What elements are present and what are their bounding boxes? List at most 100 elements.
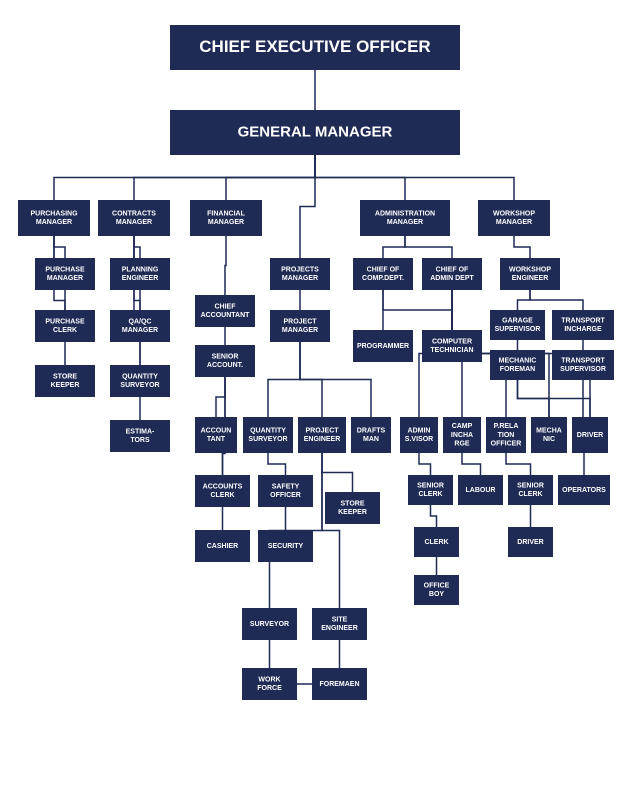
org-node-label: DRIVER [517,539,543,546]
org-node-adm_sv: ADMINS.VISOR [400,417,438,453]
org-node-label: S.VISOR [405,436,433,443]
org-node-label: CHIEF OF [436,266,469,273]
org-node-label: MANAGER [282,275,318,282]
org-node-label: PLANNING [122,266,159,273]
org-node-label: ACCOUN [201,427,232,434]
org-node-label: OFFICE [424,582,450,589]
org-node-trans_sv: TRANSPORTSUPERVISOR [552,350,614,380]
org-node-work_mgr: WORKSHOPMANAGER [478,200,550,236]
org-node-label: ENGINEER [304,436,341,443]
org-node-label: PURCHASE [45,266,85,273]
org-node-driver2: DRIVER [508,527,553,557]
org-node-label: PURCHASE [45,318,85,325]
org-node-prog: PROGRAMMER [353,330,413,362]
connector [223,377,226,530]
org-node-qaqc: QA/QCMANAGER [110,310,170,342]
org-node-label: KEEPER [338,509,367,516]
org-node-label: WORKSHOP [493,210,535,217]
connector [383,236,405,258]
org-node-label: OPERATORS [562,487,606,494]
org-node-label: FORCE [257,685,282,692]
org-node-label: CAMP [452,423,473,430]
org-node-store_kp: STORE KEEPER [35,365,95,397]
org-node-label: FINANCIAL [207,210,245,217]
org-node-label: CASHIER [207,543,239,550]
org-node-workforce: WORK FORCE [242,668,297,700]
org-node-comp_tech: COMPUTERTECHNICIAN [422,330,482,362]
connector [506,453,531,475]
org-node-label: FOREMAEN [319,681,359,688]
org-node-label: FOREMAN [500,366,535,373]
connector [226,155,315,200]
org-node-label: ADMINISTRATION [375,210,435,217]
org-node-label: PROJECT [283,318,317,325]
connector [431,505,437,527]
org-node-label: ENGINEER [512,275,549,282]
connector [216,377,225,417]
org-node-proj_mgr: PROJECT MANAGER [270,310,330,342]
org-node-label: MANAGER [36,219,72,226]
org-node-label: KEEPER [51,382,80,389]
org-node-label: PROJECTS [281,266,319,273]
connector [322,453,340,608]
org-node-label: WORK [258,676,280,683]
org-node-label: SENIOR [517,482,544,489]
org-node-label: SUPERVISOR [495,326,541,333]
org-node-drafts: DRAFTSMAN [351,417,391,453]
org-node-label: SURVEYOR [248,436,287,443]
org-node-label: SENIOR [212,353,239,360]
org-node-label: PROJECT [305,427,339,434]
org-node-labour: LABOUR [458,475,503,505]
org-node-label: COMP.DEPT. [362,275,404,282]
org-node-label: ACCOUNTS [203,483,243,490]
connector [315,155,514,200]
org-node-acc_clk: ACCOUNTS CLERK [195,475,250,507]
org-node-label: INCHARGE [564,326,602,333]
org-node-label: QUANTITY [122,373,158,380]
org-node-cashier: CASHIER [195,530,250,562]
org-node-sen_acc: SENIORACCOUNT. [195,345,255,377]
org-node-estim: ESTIMA-TORS [110,420,170,452]
org-node-label: TRANSPORT [561,317,605,324]
org-chart: CHIEF EXECUTIVE OFFICERGENERAL MANAGERPU… [0,0,629,800]
org-node-purch_mgr: PURCHASINGMANAGER [18,200,90,236]
org-node-label: WORKSHOP [509,266,551,273]
connector [268,453,286,475]
org-node-surveyor: SURVEYOR [242,608,297,640]
org-node-site_eng: SITEENGINEER [312,608,367,640]
org-node-label: MANAGER [47,275,83,282]
connector [134,236,140,365]
org-node-chief_adm: CHIEF OF ADMIN DEPT [422,258,482,290]
org-node-label: STORE [53,373,77,380]
org-node-pur_mgr2: PURCHASE MANAGER [35,258,95,290]
org-node-label: STORE [341,500,365,507]
org-node-label: CHIEF EXECUTIVE OFFICER [199,37,430,56]
org-node-operators: OPERATORS [558,475,610,505]
org-node-camp_ic: CAMPINCHARGE [443,417,481,453]
org-node-qty_surv2: QUANTITY SURVEYOR [243,417,293,453]
connector [300,155,315,258]
org-node-label: ADMIN DEPT [430,275,474,282]
connector [518,380,591,417]
org-node-mechanic: MECHANIC [531,417,567,453]
org-node-label: QUANTITY [250,427,286,434]
org-node-plan_eng: PLANNINGENGINEER [110,258,170,290]
org-node-label: MANAGER [387,219,423,226]
org-node-proj_eng: PROJECT ENGINEER [298,417,346,453]
connector [54,236,65,365]
org-node-label: TECHNICIAN [430,347,473,354]
org-node-sen_clk2: SENIORCLERK [508,475,553,505]
connector [268,342,300,417]
org-node-label: TION [498,432,515,439]
org-node-prel_off: P.RELATIONOFFICER [486,417,526,453]
org-node-pur_clk: PURCHASECLERK [35,310,95,342]
org-node-trans_ic: TRANSPORT INCHARGE [552,310,614,340]
org-node-label: CLERK [210,492,234,499]
org-node-label: MANAGER [282,327,318,334]
org-node-label: TRANSPORT [561,357,605,364]
org-node-label: GARAGE [502,317,533,324]
org-node-label: LABOUR [466,487,496,494]
org-node-label: MECHANIC [499,357,537,364]
connector [405,236,452,258]
org-node-safety: SAFETYOFFICER [258,475,313,507]
